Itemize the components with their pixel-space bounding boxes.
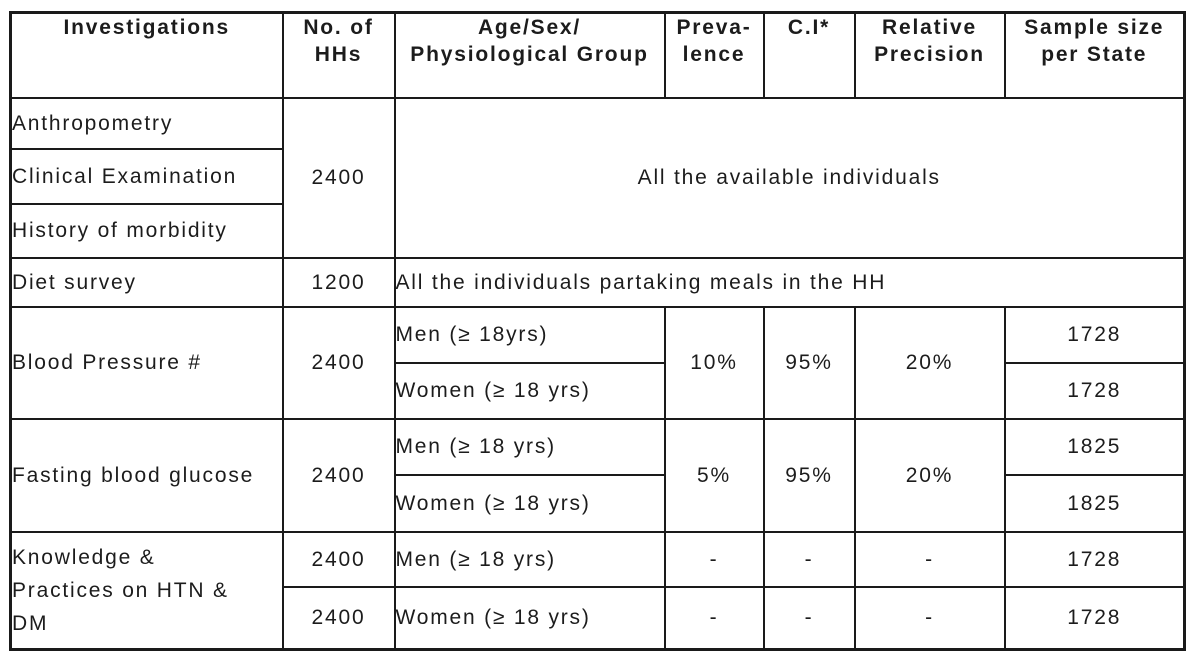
cell-relative-precision-blood-pressure: 20%	[853, 305, 1006, 420]
header-ci: C.I*	[762, 11, 856, 99]
cell-sample-fbg-men: 1825	[1003, 417, 1186, 476]
cell-prevalence-fasting-blood-glucose: 5%	[663, 417, 765, 533]
cell-group-knowledge-men: Men (≥ 18 yrs)	[393, 530, 666, 588]
cell-investigation-knowledge-practices: Knowledge & Practices on HTN & DM	[9, 530, 284, 651]
cell-relative-precision-knowledge-women: -	[853, 585, 1006, 651]
cell-hhs-blood-pressure: 2400	[281, 305, 396, 420]
table-row: Anthropometry 2400 All the available ind…	[9, 96, 1186, 259]
cell-hhs-available-group: 2400	[281, 96, 396, 259]
cell-group-available-individuals: All the available individuals	[393, 96, 1186, 259]
cell-sample-fbg-women: 1825	[1003, 473, 1186, 533]
table-header-row: Investigations No. of HHs Age/Sex/ Physi…	[9, 11, 1186, 99]
cell-investigation-history-of-morbidity: History of morbidity	[9, 202, 284, 259]
header-age-sex-group: Age/Sex/ Physiological Group	[393, 11, 666, 99]
cell-prevalence-knowledge-women: -	[663, 585, 765, 651]
cell-hhs-knowledge-men: 2400	[281, 530, 396, 588]
cell-group-fbg-men: Men (≥ 18 yrs)	[393, 417, 666, 476]
table-row: Women (≥ 18 yrs) 1825	[11, 473, 1186, 533]
cell-sample-bp-women: 1728	[1003, 361, 1186, 420]
cell-hhs-knowledge-women: 2400	[281, 585, 396, 651]
cell-investigation-blood-pressure: Blood Pressure #	[9, 305, 284, 420]
cell-ci-knowledge-women: -	[762, 585, 856, 651]
sampling-plan-table: Investigations No. of HHs Age/Sex/ Physi…	[9, 11, 1186, 651]
cell-prevalence-blood-pressure: 10%	[663, 305, 765, 420]
table-row: Women (≥ 18 yrs) 1728	[11, 361, 1186, 420]
cell-ci-blood-pressure: 95%	[762, 305, 856, 420]
cell-relative-precision-fasting-blood-glucose: 20%	[853, 417, 1006, 533]
table-row: 2400 Women (≥ 18 yrs) - - - 1728	[11, 585, 1186, 651]
cell-ci-fasting-blood-glucose: 95%	[762, 417, 856, 533]
header-prevalence: Preva- lence	[663, 11, 765, 99]
cell-investigation-clinical-examination: Clinical Examination	[9, 147, 284, 205]
cell-group-bp-men: Men (≥ 18yrs)	[393, 305, 666, 364]
cell-group-knowledge-women: Women (≥ 18 yrs)	[393, 585, 666, 651]
header-no-of-hhs: No. of HHs	[281, 11, 396, 99]
cell-hhs-fasting-blood-glucose: 2400	[281, 417, 396, 533]
cell-group-fbg-women: Women (≥ 18 yrs)	[393, 473, 666, 533]
table-row: Clinical Examination	[9, 147, 1185, 205]
header-investigations: Investigations	[9, 11, 284, 99]
table-row: Diet survey 1200 All the individuals par…	[9, 256, 1186, 308]
cell-sample-knowledge-women: 1728	[1003, 585, 1186, 651]
cell-relative-precision-knowledge-men: -	[853, 530, 1006, 588]
cell-ci-knowledge-men: -	[762, 530, 856, 588]
table-row: Knowledge & Practices on HTN & DM 2400 M…	[9, 530, 1186, 651]
table-row: Blood Pressure # 2400 Men (≥ 18yrs) 10% …	[9, 305, 1186, 420]
cell-investigation-fasting-blood-glucose: Fasting blood glucose	[9, 417, 284, 533]
table-row: Fasting blood glucose 2400 Men (≥ 18 yrs…	[9, 417, 1186, 533]
cell-sample-knowledge-men: 1728	[1003, 530, 1186, 588]
cell-investigation-anthropometry: Anthropometry	[9, 96, 284, 150]
cell-prevalence-knowledge-men: -	[663, 530, 765, 588]
cell-investigation-diet-survey: Diet survey	[9, 256, 284, 308]
cell-group-diet-survey: All the individuals partaking meals in t…	[393, 256, 1186, 308]
cell-hhs-diet-survey: 1200	[281, 256, 396, 308]
cell-sample-bp-men: 1728	[1003, 305, 1186, 364]
header-relative-precision: Relative Precision	[853, 11, 1006, 99]
header-sample-size: Sample size per State	[1003, 11, 1186, 99]
cell-group-bp-women: Women (≥ 18 yrs)	[393, 361, 666, 420]
table-row: History of morbidity	[9, 202, 1185, 259]
